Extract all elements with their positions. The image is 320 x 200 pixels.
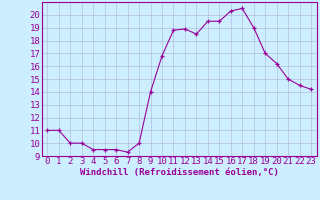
X-axis label: Windchill (Refroidissement éolien,°C): Windchill (Refroidissement éolien,°C) bbox=[80, 168, 279, 177]
